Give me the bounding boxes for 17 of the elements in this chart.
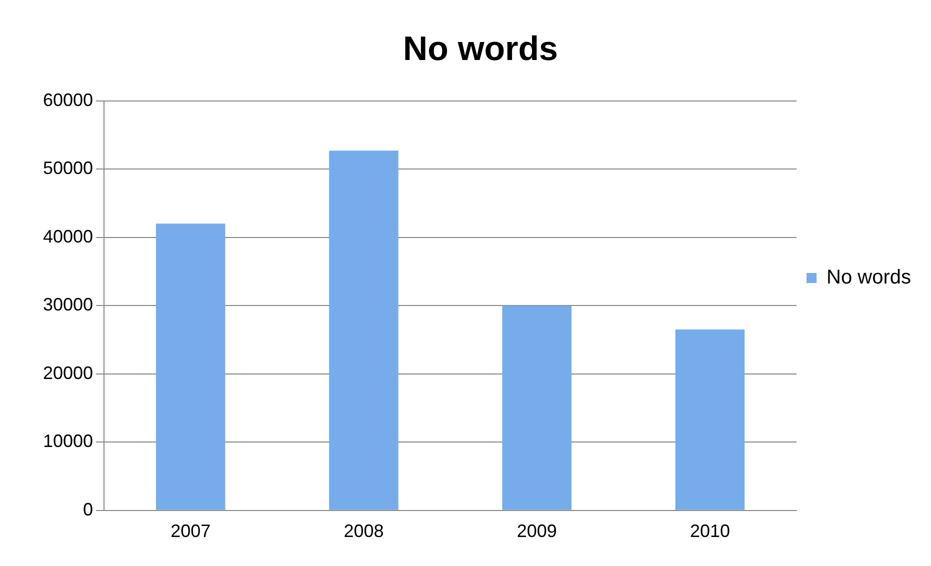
- bar: [329, 150, 398, 510]
- x-tick-label: 2010: [690, 521, 730, 542]
- y-tick-label: 30000: [42, 294, 94, 315]
- bar: [502, 306, 572, 510]
- legend-label: No words: [826, 266, 912, 289]
- chart-title: No words: [403, 30, 558, 68]
- y-tick-label: 0: [83, 499, 94, 520]
- x-tick-label: 2008: [344, 521, 384, 542]
- x-tick-label: 2009: [516, 521, 557, 542]
- y-tick-label: 10000: [42, 431, 94, 452]
- y-tick-label: 50000: [42, 158, 94, 178]
- x-tick-label: 2007: [170, 521, 211, 542]
- bar: [675, 329, 745, 510]
- y-tick-label: 60000: [42, 90, 94, 110]
- y-tick-label: 40000: [42, 226, 94, 246]
- y-tick-label: 20000: [42, 362, 94, 383]
- bar: [156, 224, 226, 510]
